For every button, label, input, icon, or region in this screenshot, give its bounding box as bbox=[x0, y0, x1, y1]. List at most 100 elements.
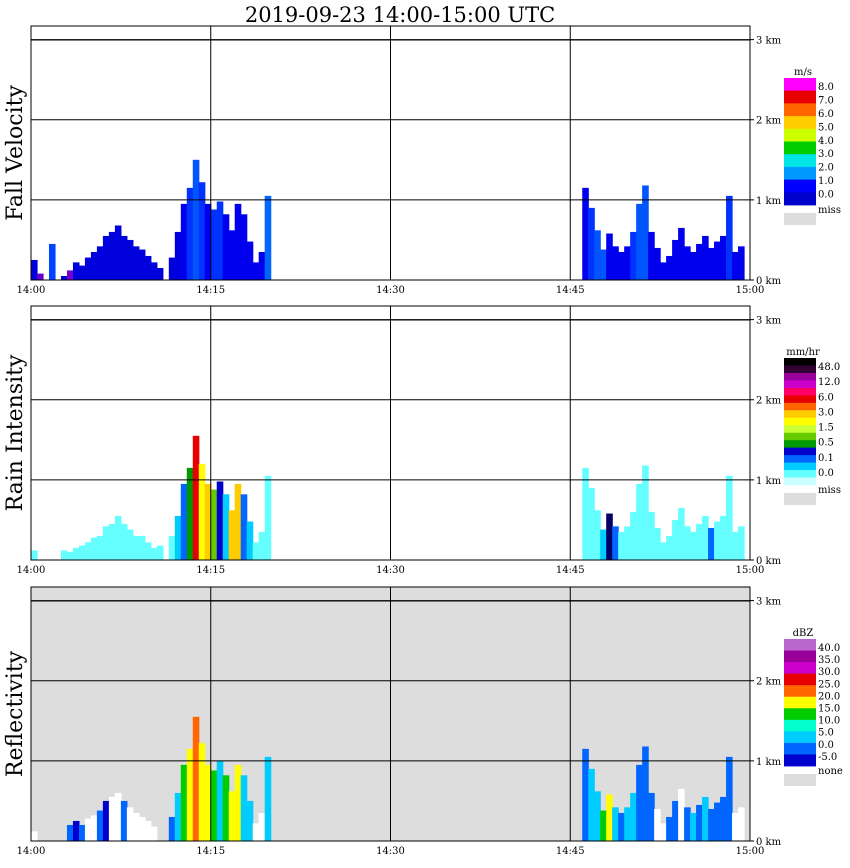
echo-column bbox=[684, 246, 691, 280]
echo-column bbox=[660, 823, 667, 841]
x-tick-label: 14:30 bbox=[376, 565, 405, 576]
echo-column bbox=[180, 764, 188, 841]
colorbar-swatch bbox=[784, 455, 816, 463]
colorbar: dBZ 40.035.030.025.020.0 15.010.05.00.0-5.… bbox=[784, 628, 843, 786]
echo-column bbox=[648, 231, 655, 280]
echo-column bbox=[720, 515, 727, 560]
echo-column bbox=[588, 768, 595, 841]
echo-column bbox=[606, 794, 613, 841]
y-tick-label: 2 km bbox=[756, 677, 782, 688]
y-tick-label: 0 km bbox=[756, 556, 782, 567]
echo-column bbox=[714, 802, 721, 841]
colorbar-swatch bbox=[784, 708, 816, 721]
echo-column bbox=[588, 207, 595, 280]
echo-column bbox=[618, 812, 625, 841]
panels-group: 14:00 14:15 14:30 14:45 15:000 km1 km2 km3 k… bbox=[3, 25, 843, 857]
echo-column bbox=[84, 542, 92, 560]
colorbar-unit: m/s bbox=[794, 67, 812, 78]
echo-column bbox=[168, 816, 176, 841]
x-tick-label: 15:00 bbox=[736, 285, 765, 296]
echo-column bbox=[120, 800, 128, 841]
echo-column bbox=[168, 535, 176, 560]
panel-reflectivity: 14:00 14:15 14:30 14:45 15:000 km 1 km 2 km 3 k… bbox=[3, 586, 843, 857]
echo-column bbox=[31, 831, 38, 841]
colorbar-label: 4.0 bbox=[818, 136, 834, 147]
x-tick-label: 14:00 bbox=[17, 565, 46, 576]
echo-column bbox=[144, 542, 152, 560]
echo-column bbox=[600, 810, 607, 841]
echo-column bbox=[708, 247, 715, 280]
echo-column bbox=[198, 463, 206, 560]
colorbar-label: 30.0 bbox=[818, 667, 840, 678]
echo-column bbox=[630, 792, 637, 841]
echo-column bbox=[612, 807, 619, 841]
echo-column bbox=[78, 545, 86, 560]
echo-column bbox=[228, 791, 236, 841]
colorbar-unit: dBZ bbox=[793, 628, 814, 639]
colorbar-label: 8.0 bbox=[818, 82, 834, 93]
echo-column bbox=[192, 716, 200, 841]
echo-column bbox=[702, 796, 709, 841]
echo-column bbox=[240, 494, 248, 560]
echo-column bbox=[192, 435, 200, 560]
x-tick-label: 15:00 bbox=[736, 846, 765, 857]
colorbar-label: 12.0 bbox=[818, 377, 840, 388]
y-axis-label: Rain Intensity bbox=[3, 354, 28, 511]
echo-column bbox=[126, 807, 134, 841]
echo-column bbox=[210, 209, 218, 280]
colorbar-swatch bbox=[784, 470, 816, 478]
echo-column bbox=[240, 214, 248, 280]
echo-column bbox=[600, 249, 607, 280]
echo-column bbox=[114, 515, 122, 560]
echo-column bbox=[198, 743, 206, 841]
echo-column bbox=[132, 812, 140, 841]
echo-column bbox=[138, 816, 146, 841]
echo-column bbox=[606, 233, 613, 280]
colorbar-swatch bbox=[784, 685, 816, 698]
colorbar-swatch bbox=[784, 380, 816, 389]
echo-column bbox=[90, 537, 98, 560]
echo-column bbox=[108, 231, 116, 280]
echo-column bbox=[234, 764, 242, 841]
chart-title: 2019-09-23 14:00-15:00 UTC bbox=[245, 3, 555, 27]
colorbar-label: 10.0 bbox=[818, 716, 840, 727]
echo-column bbox=[588, 487, 595, 560]
echo-column bbox=[708, 527, 715, 560]
colorbar-swatch bbox=[784, 358, 816, 366]
echo-column bbox=[666, 255, 673, 280]
panel-rain-intensity: 14:00 14:15 14:30 14:45 15:000 km 1 km 2 km 3 k… bbox=[3, 305, 841, 576]
echo-column bbox=[174, 515, 182, 560]
colorbar-swatch bbox=[784, 103, 816, 117]
echo-column bbox=[264, 756, 272, 841]
echo-column bbox=[240, 775, 248, 841]
echo-column bbox=[690, 531, 697, 560]
colorbar-label: 25.0 bbox=[818, 679, 840, 690]
y-tick-label: 0 km bbox=[756, 837, 782, 848]
echo-column bbox=[690, 812, 697, 841]
echo-column bbox=[672, 800, 679, 841]
echo-column bbox=[150, 547, 158, 560]
echo-column bbox=[702, 515, 709, 560]
echo-column bbox=[66, 824, 74, 841]
y-axis-label: Fall Velocity bbox=[3, 85, 28, 221]
echo-column bbox=[582, 187, 589, 280]
colorbar-swatch bbox=[784, 742, 816, 755]
echo-column bbox=[264, 195, 272, 280]
echo-column bbox=[120, 235, 128, 280]
colorbar-swatch bbox=[784, 372, 816, 381]
echo-column bbox=[684, 526, 691, 560]
colorbar-swatch bbox=[784, 417, 816, 426]
echo-column bbox=[582, 748, 589, 841]
echo-column bbox=[84, 257, 92, 280]
echo-column bbox=[72, 820, 80, 841]
echo-column bbox=[36, 273, 44, 280]
echo-column bbox=[594, 230, 601, 280]
echo-column bbox=[678, 788, 685, 841]
echo-column bbox=[216, 481, 224, 560]
echo-column bbox=[60, 275, 68, 280]
colorbar-swatch bbox=[784, 387, 816, 396]
echo-column bbox=[126, 529, 134, 560]
echo-column bbox=[132, 535, 140, 560]
echo-column bbox=[246, 521, 254, 560]
colorbar-label: 35.0 bbox=[818, 655, 840, 666]
